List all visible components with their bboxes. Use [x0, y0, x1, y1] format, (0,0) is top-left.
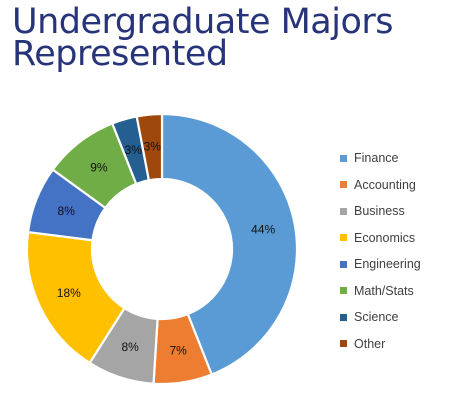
legend-swatch-science: [340, 313, 347, 321]
legend-label-science: Science: [354, 310, 399, 325]
legend-item-accounting[interactable]: Accounting: [340, 172, 450, 199]
slice-label-other: 3%: [144, 139, 162, 153]
legend-item-engineering[interactable]: Engineering: [340, 251, 450, 278]
slice-label-science: 3%: [125, 143, 143, 157]
chart-title: Undergraduate Majors Represented: [12, 2, 442, 74]
slice-label-accounting: 7%: [169, 344, 187, 358]
legend-label-math-stats: Math/Stats: [354, 283, 414, 298]
slice-label-business: 8%: [121, 340, 139, 354]
slice-label-engineering: 8%: [58, 204, 76, 218]
legend-swatch-math-stats: [340, 287, 347, 295]
chart-title-line-2: Represented: [12, 34, 228, 74]
chart-title-line-1: Undergraduate Majors: [12, 2, 394, 42]
legend-swatch-engineering: [340, 260, 347, 268]
slice-label-math-stats: 9%: [90, 161, 108, 175]
legend-label-other: Other: [354, 336, 386, 351]
legend-swatch-other: [340, 340, 347, 348]
donut-slices: [25, 112, 299, 386]
legend-item-other[interactable]: Other: [340, 331, 450, 358]
legend-label-business: Business: [354, 204, 405, 219]
legend-label-economics: Economics: [354, 230, 416, 245]
legend-item-business[interactable]: Business: [340, 198, 450, 225]
slice-finance[interactable]: [160, 112, 299, 376]
chart-legend: Finance Accounting Business Economics En…: [340, 145, 450, 357]
legend-label-engineering: Engineering: [354, 257, 421, 272]
donut-slice-labels: 44% 7% 8% 18% 8% 9% 3% 3%: [57, 139, 276, 357]
legend-swatch-accounting: [340, 181, 347, 189]
legend-swatch-economics: [340, 234, 347, 242]
slice-label-finance: 44%: [251, 223, 275, 237]
legend-swatch-finance: [340, 154, 347, 162]
slice-other[interactable]: [135, 112, 164, 182]
legend-item-science[interactable]: Science: [340, 304, 450, 331]
legend-item-economics[interactable]: Economics: [340, 225, 450, 252]
legend-item-finance[interactable]: Finance: [340, 145, 450, 172]
legend-label-accounting: Accounting: [354, 177, 416, 192]
legend-label-finance: Finance: [354, 151, 399, 166]
slice-label-economics: 18%: [57, 286, 81, 300]
legend-swatch-business: [340, 207, 347, 215]
legend-item-math-stats[interactable]: Math/Stats: [340, 278, 450, 305]
